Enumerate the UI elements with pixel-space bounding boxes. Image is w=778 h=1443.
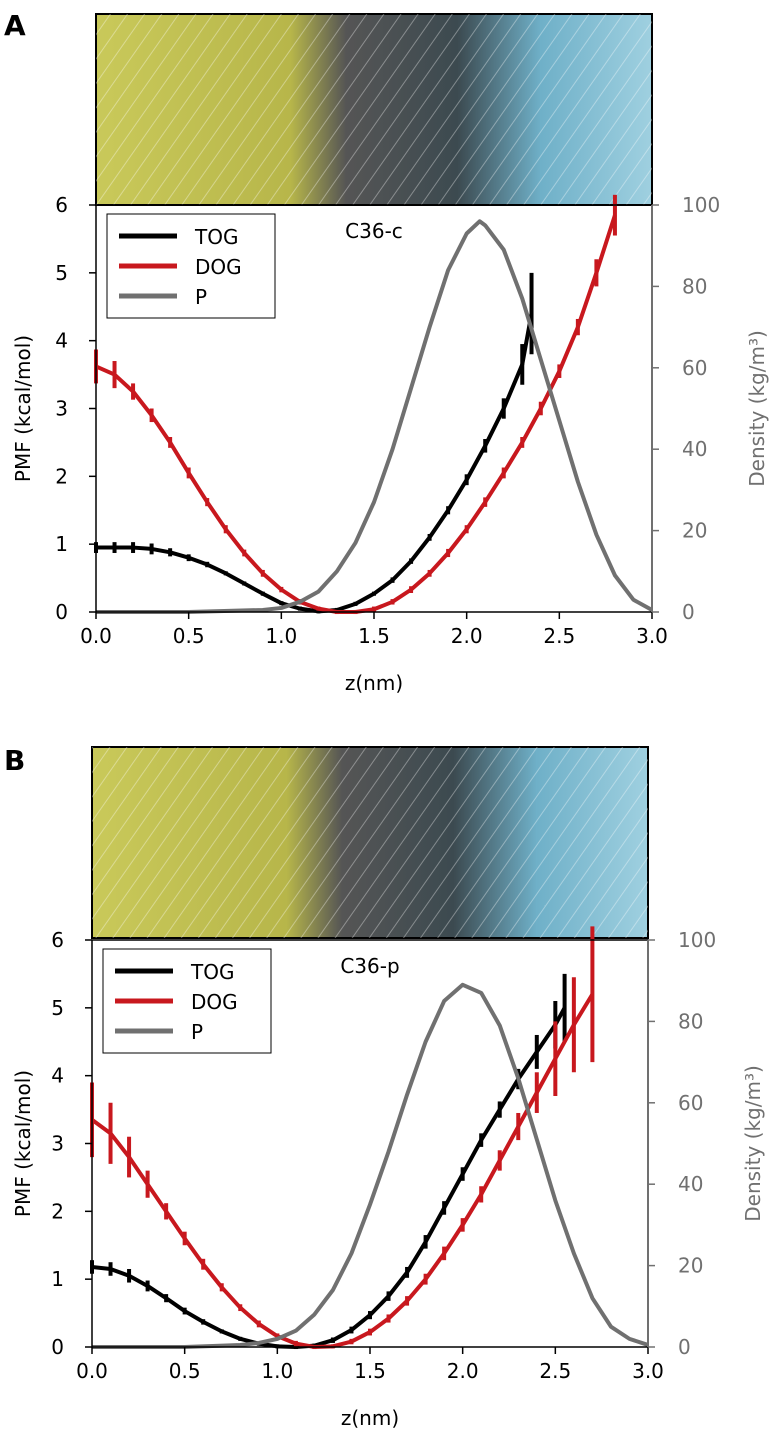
y-tick-label: 6 (55, 193, 68, 217)
x-tick-label: 2.5 (539, 1359, 571, 1383)
panel-label: A (4, 9, 26, 42)
y-tick-label: 5 (55, 261, 68, 285)
y-tick-label: 0 (51, 1335, 64, 1359)
y2-tick-label: 60 (678, 1091, 703, 1115)
snapshot-b (91, 746, 649, 939)
y-tick-label: 5 (51, 996, 64, 1020)
y2-tick-label: 40 (678, 1172, 703, 1196)
y2-tick-label: 80 (682, 274, 707, 298)
x-tick-label: 1.5 (354, 1359, 386, 1383)
y-tick-label: 2 (51, 1199, 64, 1223)
y-tick-label: 3 (51, 1132, 64, 1156)
chart-title: C36-c (345, 219, 403, 243)
y2-tick-label: 100 (682, 193, 720, 217)
x-axis-label: z(nm) (345, 671, 403, 695)
legend-label: P (191, 1020, 203, 1044)
legend-label: TOG (194, 225, 238, 249)
x-tick-label: 1.5 (358, 624, 390, 648)
legend-label: DOG (191, 990, 238, 1014)
x-tick-label: 0.0 (76, 1359, 108, 1383)
y-tick-label: 6 (51, 928, 64, 952)
y2-tick-label: 0 (678, 1335, 691, 1359)
legend-label: TOG (190, 960, 234, 984)
y-tick-label: 3 (55, 397, 68, 421)
x-tick-label: 1.0 (265, 624, 297, 648)
panel-label: B (4, 744, 25, 777)
x-tick-label: 0.5 (173, 624, 205, 648)
y-tick-label: 0 (55, 600, 68, 624)
x-tick-label: 0.0 (80, 624, 112, 648)
y2-axis-label: Density (kg/m³) (741, 1065, 765, 1222)
y-axis-label: PMF (kcal/mol) (11, 1070, 35, 1217)
y-axis-label: PMF (kcal/mol) (11, 335, 35, 482)
series-line (90, 993, 595, 1349)
x-tick-label: 2.0 (447, 1359, 479, 1383)
legend-label: DOG (195, 255, 242, 279)
snapshot-a (95, 13, 653, 206)
y-tick-label: 4 (51, 1064, 64, 1088)
y-tick-label: 1 (51, 1267, 64, 1291)
x-tick-label: 2.5 (543, 624, 575, 648)
y-tick-label: 2 (55, 464, 68, 488)
y2-tick-label: 100 (678, 928, 716, 952)
x-tick-label: 3.0 (636, 624, 668, 648)
series-line (92, 982, 649, 1349)
y2-tick-label: 20 (678, 1254, 703, 1278)
y2-tick-label: 80 (678, 1009, 703, 1033)
x-tick-label: 3.0 (632, 1359, 664, 1383)
series-line (96, 219, 653, 614)
x-axis-label: z(nm) (341, 1406, 399, 1430)
y2-tick-label: 0 (682, 600, 695, 624)
y2-tick-label: 20 (682, 519, 707, 543)
y-tick-label: 4 (55, 329, 68, 353)
x-tick-label: 1.0 (261, 1359, 293, 1383)
y2-tick-label: 60 (682, 356, 707, 380)
series-line (96, 313, 534, 614)
y-tick-label: 1 (55, 532, 68, 556)
y2-tick-label: 40 (682, 437, 707, 461)
x-tick-label: 0.5 (169, 1359, 201, 1383)
chart-title: C36-p (340, 954, 399, 978)
y2-axis-label: Density (kg/m³) (745, 330, 769, 487)
x-tick-label: 2.0 (451, 624, 483, 648)
legend-label: P (195, 285, 207, 309)
